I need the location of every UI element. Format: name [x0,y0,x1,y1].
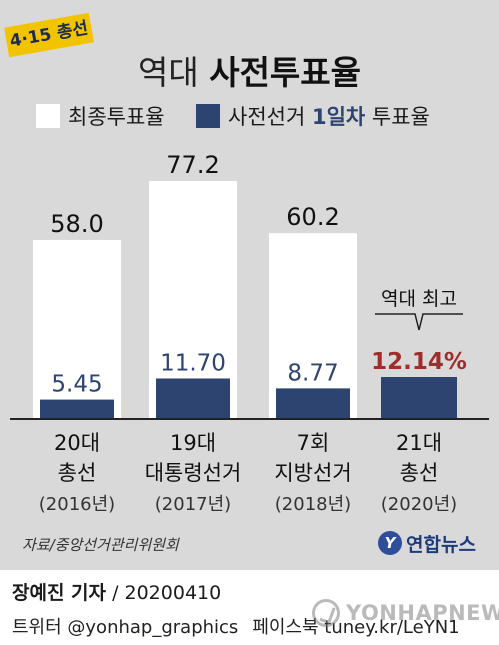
watermark-text: YONHAPNEWS [346,601,499,625]
annotation-text: 역대 최고 [381,288,457,310]
chart-panel: 4·15 총선 역대 사전투표율 최종투표율 사전선거 1일차 투표율 58.0… [0,0,499,570]
data-label-total: 77.2 [166,151,219,179]
data-label-early: 12.14% [371,349,467,375]
category-label: 20대 [54,431,100,455]
category-label: 총선 [400,461,439,485]
legend-label-early-accent: 1일차 [311,105,366,129]
legend-label-total: 최종투표율 [68,105,165,129]
category-label: 총선 [58,461,97,485]
yonhap-logo-icon: Y [378,531,402,555]
category-label: 대통령선거 [145,461,242,485]
data-label-total: 58.0 [50,210,103,238]
yonhap-logo: Y 연합뉴스 [378,526,476,560]
twitter-handle: 트위터 @yonhap_graphics [12,617,239,638]
byline: 장예진 기자 / 20200410 [12,578,221,605]
byline-date: / 20200410 [112,582,222,604]
data-label-early: 5.45 [51,372,102,398]
title-part-2: 사전투표율 [209,53,362,92]
watermark-icon [312,599,340,627]
category-label: (2020년) [381,494,457,515]
bar-early [381,377,457,418]
facebook-link: 페이스북 tuney.kr/LeYN1 [252,617,460,638]
category-label: (2018년) [275,494,351,515]
data-label-early: 8.77 [287,360,338,386]
legend-label-early-suffix: 투표율 [371,105,430,129]
bar-early [156,378,230,418]
data-label-total: 60.2 [286,203,339,231]
annotation-pointer [375,313,463,331]
title-part-1: 역대 [137,53,199,92]
category-label: 19대 [170,431,216,455]
category-label: (2017년) [155,494,231,515]
bar-early [40,399,114,418]
chart-title: 역대 사전투표율 [0,46,499,94]
source-note: 자료/중앙선거관리위원회 [22,536,179,554]
category-label: 7회 [297,431,330,455]
social-links: 트위터 @yonhap_graphics 페이스북 tuney.kr/LeYN1 [12,613,460,639]
bar-total [33,239,121,418]
yonhapnews-watermark: YONHAPNEWS [312,598,499,628]
legend-item-total: 최종투표율 [36,100,165,132]
bar-early [276,388,350,418]
legend-swatch-total [36,104,60,128]
category-label: (2016년) [39,494,115,515]
data-label-early: 11.70 [160,350,226,376]
category-label: 지방선거 [274,461,351,485]
legend-label-early-prefix: 사전선거 [228,105,306,129]
byline-name: 장예진 기자 [12,582,107,604]
legend-swatch-early [196,104,220,128]
yonhap-logo-text: 연합뉴스 [406,533,476,556]
legend-item-early: 사전선거 1일차 투표율 [196,100,430,132]
bar-total [269,233,357,418]
category-label: 21대 [396,431,442,455]
